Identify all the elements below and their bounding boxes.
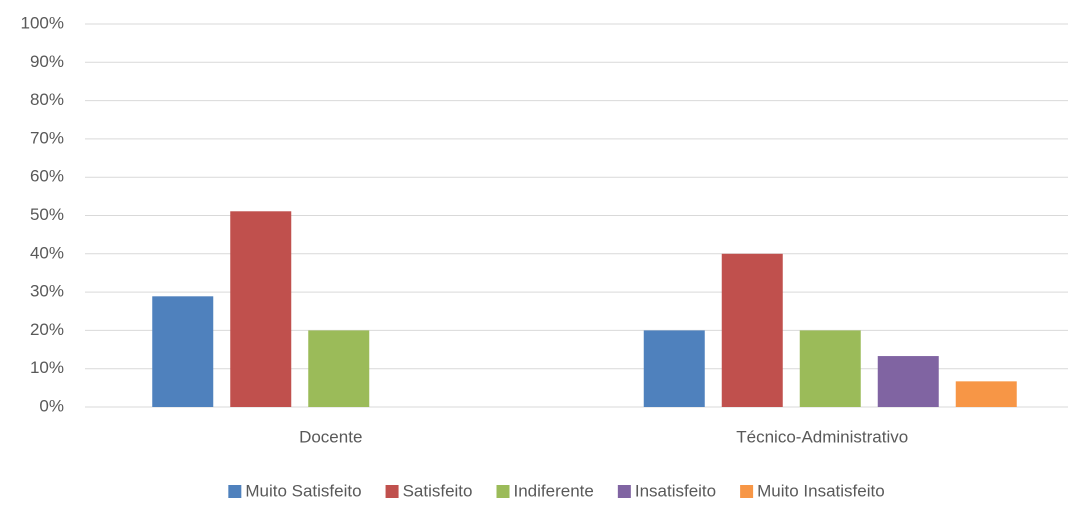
legend-label: Insatisfeito: [635, 481, 716, 500]
bar: [799, 330, 861, 407]
bar: [308, 330, 370, 407]
y-tick-label: 10%: [30, 358, 64, 377]
bar: [877, 356, 939, 407]
legend-label: Satisfeito: [403, 481, 473, 500]
y-tick-label: 30%: [30, 282, 64, 301]
y-tick-label: 80%: [30, 90, 64, 109]
legend-label: Muito Satisfeito: [245, 481, 361, 500]
legend-swatch: [385, 485, 399, 498]
y-tick-label: 60%: [30, 167, 64, 186]
legend-label: Indiferente: [514, 481, 594, 500]
y-tick-label: 40%: [30, 243, 64, 262]
x-tick-label: Técnico-Administrativo: [736, 427, 908, 446]
y-tick-label: 20%: [30, 320, 64, 339]
legend-swatch: [228, 485, 242, 498]
bar: [152, 296, 214, 407]
bar: [643, 330, 705, 407]
legend-swatch: [617, 485, 631, 498]
y-tick-label: 100%: [21, 13, 64, 32]
y-tick-label: 0%: [39, 396, 64, 415]
x-tick-label: Docente: [299, 427, 362, 446]
bar: [955, 381, 1017, 407]
legend-label: Muito Insatisfeito: [757, 481, 885, 500]
legend-swatch: [496, 485, 510, 498]
legend-swatch: [740, 485, 754, 498]
bar: [721, 253, 783, 407]
y-tick-label: 90%: [30, 52, 64, 71]
bar: [230, 211, 292, 407]
y-tick-label: 50%: [30, 205, 64, 224]
y-tick-label: 70%: [30, 128, 64, 147]
